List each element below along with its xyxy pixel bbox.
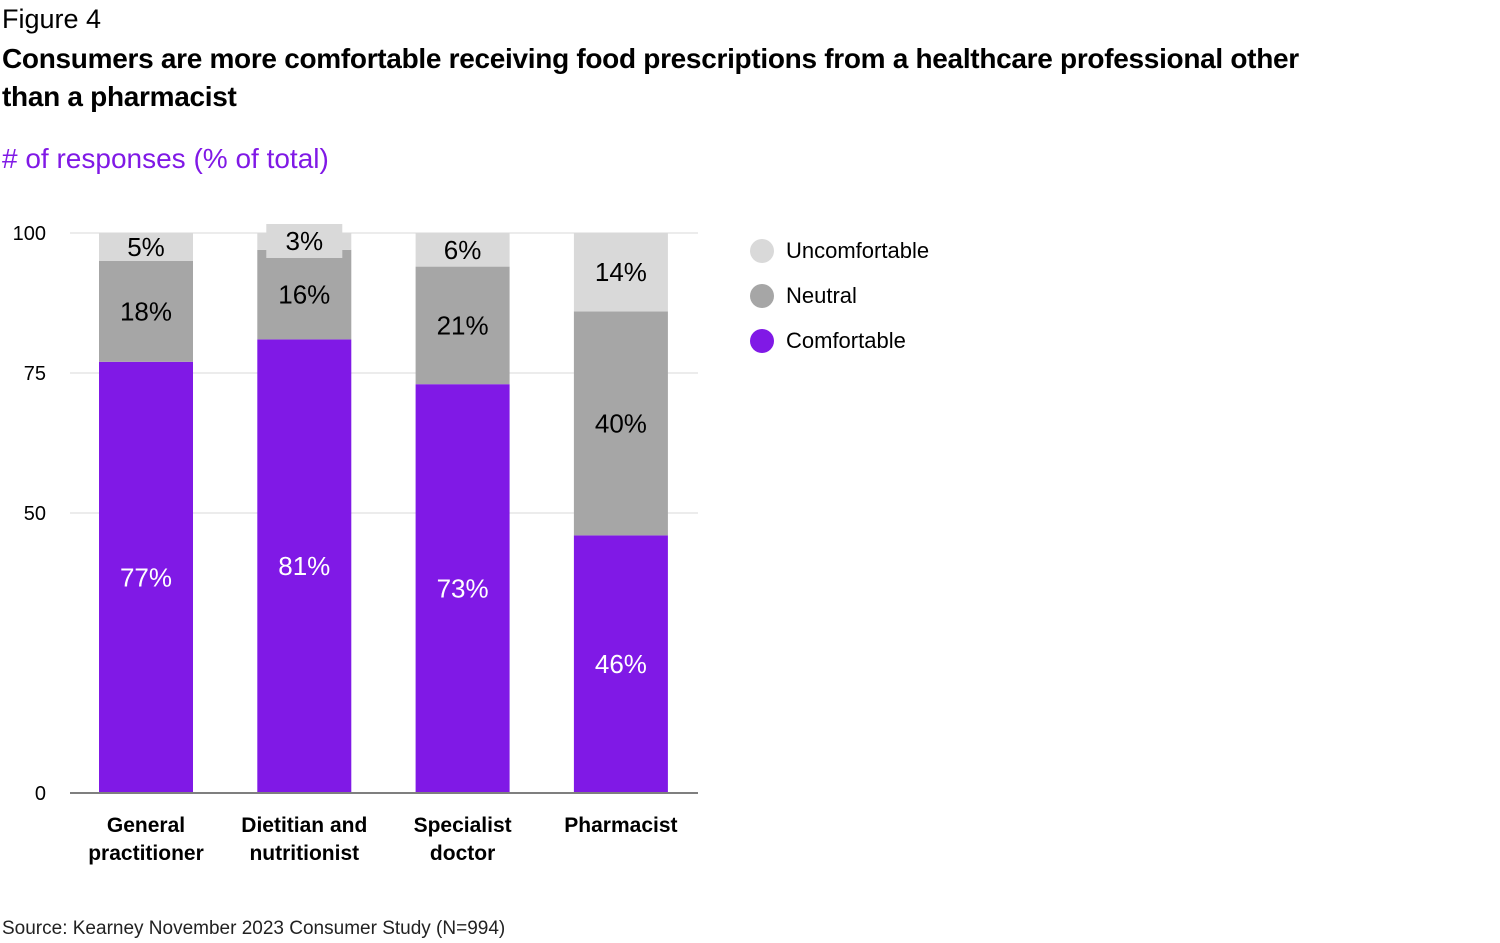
category-label: General	[107, 814, 185, 837]
category-label: doctor	[430, 842, 495, 865]
y-tick-label: 50	[24, 503, 46, 525]
data-label: 18%	[120, 296, 172, 326]
legend-swatch	[750, 328, 774, 353]
chart-subtitle: # of responses (% of total)	[2, 143, 329, 174]
category-label: Specialist	[414, 814, 512, 837]
legend-swatch	[750, 238, 774, 263]
stacked-bar-chart: 0 50 75 100 77% 18% 5% General practitioner 81% 16…	[13, 223, 698, 865]
chart-legend: Uncomfortable Neutral Comfortable	[750, 228, 929, 363]
y-tick-label: 75	[24, 363, 46, 385]
bar-segment-neutral	[573, 311, 668, 536]
bar-segment-uncomfortable	[415, 233, 510, 267]
figure-label: Figure 4	[2, 4, 102, 34]
chart-title: Consumers are more comfortable receiving…	[2, 43, 1299, 112]
y-tick-label: 100	[13, 223, 46, 245]
legend-item-uncomfortable: Uncomfortable	[750, 228, 929, 273]
category-label: practitioner	[88, 842, 204, 865]
data-label: 40%	[595, 408, 647, 438]
data-label: 5%	[127, 232, 165, 262]
legend-label: Neutral	[786, 282, 857, 308]
data-label: 6%	[444, 235, 482, 265]
data-label: 46%	[595, 649, 647, 679]
data-label: 3%	[286, 226, 324, 256]
legend-label: Comfortable	[786, 327, 906, 353]
category-label: Dietitian and	[241, 814, 367, 837]
bar-segment-comfortable	[257, 339, 352, 793]
data-label: 77%	[120, 562, 172, 592]
category-label: Pharmacist	[564, 814, 677, 837]
category-label: nutritionist	[249, 842, 359, 865]
bar-segment-comfortable	[573, 535, 668, 793]
legend-item-comfortable: Comfortable	[750, 318, 929, 363]
data-label: 14%	[595, 257, 647, 287]
legend-item-neutral: Neutral	[750, 273, 929, 318]
bar-segment-uncomfortable	[99, 233, 193, 261]
bar-segment-comfortable	[99, 361, 193, 793]
legend-label: Uncomfortable	[786, 237, 930, 263]
bar-segment-neutral	[257, 249, 352, 340]
source-note: Source: Kearney November 2023 Consumer S…	[2, 918, 506, 939]
data-label-box	[266, 224, 343, 258]
data-label: 16%	[278, 280, 330, 310]
legend-swatch	[750, 283, 774, 308]
data-label: 73%	[437, 574, 489, 604]
data-label: 81%	[278, 551, 330, 581]
bar-segment-neutral	[99, 261, 193, 362]
bar-segment-uncomfortable	[573, 233, 668, 312]
bar-segment-comfortable	[415, 384, 510, 793]
y-tick-label: 0	[35, 783, 46, 805]
bar-segment-neutral	[415, 266, 510, 385]
data-label: 21%	[437, 310, 489, 340]
